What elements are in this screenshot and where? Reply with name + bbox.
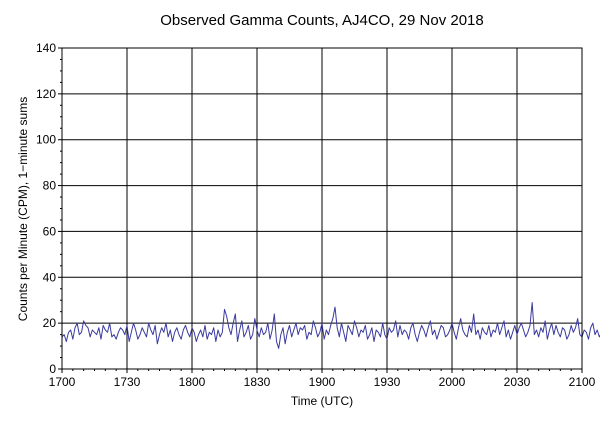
y-tick-label: 140 <box>36 41 56 55</box>
y-tick-label: 60 <box>43 224 57 238</box>
series-line <box>61 302 600 349</box>
y-tick-label: 80 <box>43 179 57 193</box>
y-tick-label: 100 <box>36 133 56 147</box>
x-axis-label: Time (UTC) <box>291 394 353 408</box>
y-tick-label: 0 <box>49 362 56 376</box>
x-tick-label: 2100 <box>569 375 596 389</box>
x-tick-label: 2030 <box>504 375 531 389</box>
grid <box>62 48 582 369</box>
x-tick-label: 2000 <box>439 375 466 389</box>
x-tick-label: 1700 <box>49 375 76 389</box>
x-tick-label: 1800 <box>179 375 206 389</box>
series-group <box>61 302 600 349</box>
y-tick-label: 40 <box>43 270 57 284</box>
y-axis-label: Counts per Minute (CPM), 1−minute sums <box>16 97 30 321</box>
x-tick-label: 1900 <box>309 375 336 389</box>
x-axis-ticks: 1700 1730 1800 1830 1900 1930 2000 2030 2100 <box>49 369 596 389</box>
x-tick-label: 1730 <box>114 375 141 389</box>
y-tick-label: 20 <box>43 316 57 330</box>
y-axis-ticks: 0 20 40 60 80 100 120 140 <box>36 41 62 376</box>
y-tick-label: 120 <box>36 87 56 101</box>
chart-title: Observed Gamma Counts, AJ4CO, 29 Nov 201… <box>160 12 484 29</box>
x-tick-label: 1830 <box>244 375 271 389</box>
x-tick-label: 1930 <box>374 375 401 389</box>
